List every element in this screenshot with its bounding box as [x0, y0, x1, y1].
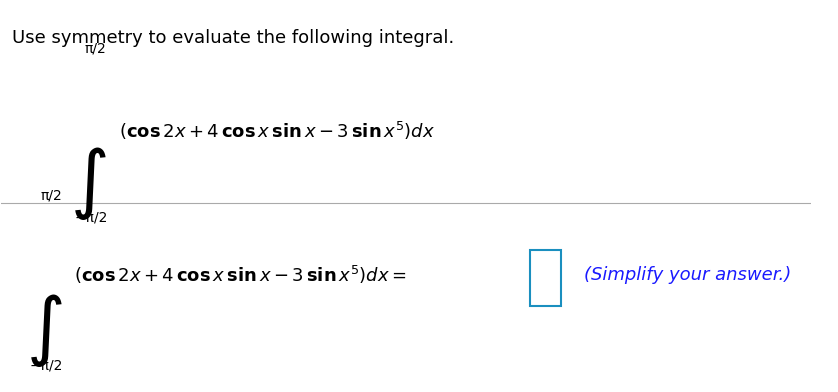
Text: π/2: π/2 [85, 42, 106, 56]
Text: $\int$: $\int$ [26, 292, 62, 369]
FancyBboxPatch shape [530, 249, 561, 306]
Text: $\left(\mathbf{cos}\,2x + 4\,\mathbf{cos}\,x\,\mathbf{sin}\,x - 3\,\mathbf{sin}\: $\left(\mathbf{cos}\,2x + 4\,\mathbf{cos… [119, 120, 435, 142]
Text: $\int$: $\int$ [70, 145, 106, 222]
Text: −π/2: −π/2 [29, 358, 63, 372]
Text: −π/2: −π/2 [75, 211, 107, 225]
Text: π/2: π/2 [40, 189, 62, 203]
Text: $\left(\mathbf{cos}\,2x + 4\,\mathbf{cos}\,x\,\mathbf{sin}\,x - 3\,\mathbf{sin}\: $\left(\mathbf{cos}\,2x + 4\,\mathbf{cos… [75, 264, 407, 286]
Text: Use symmetry to evaluate the following integral.: Use symmetry to evaluate the following i… [12, 29, 454, 47]
Text: (Simplify your answer.): (Simplify your answer.) [584, 266, 792, 284]
